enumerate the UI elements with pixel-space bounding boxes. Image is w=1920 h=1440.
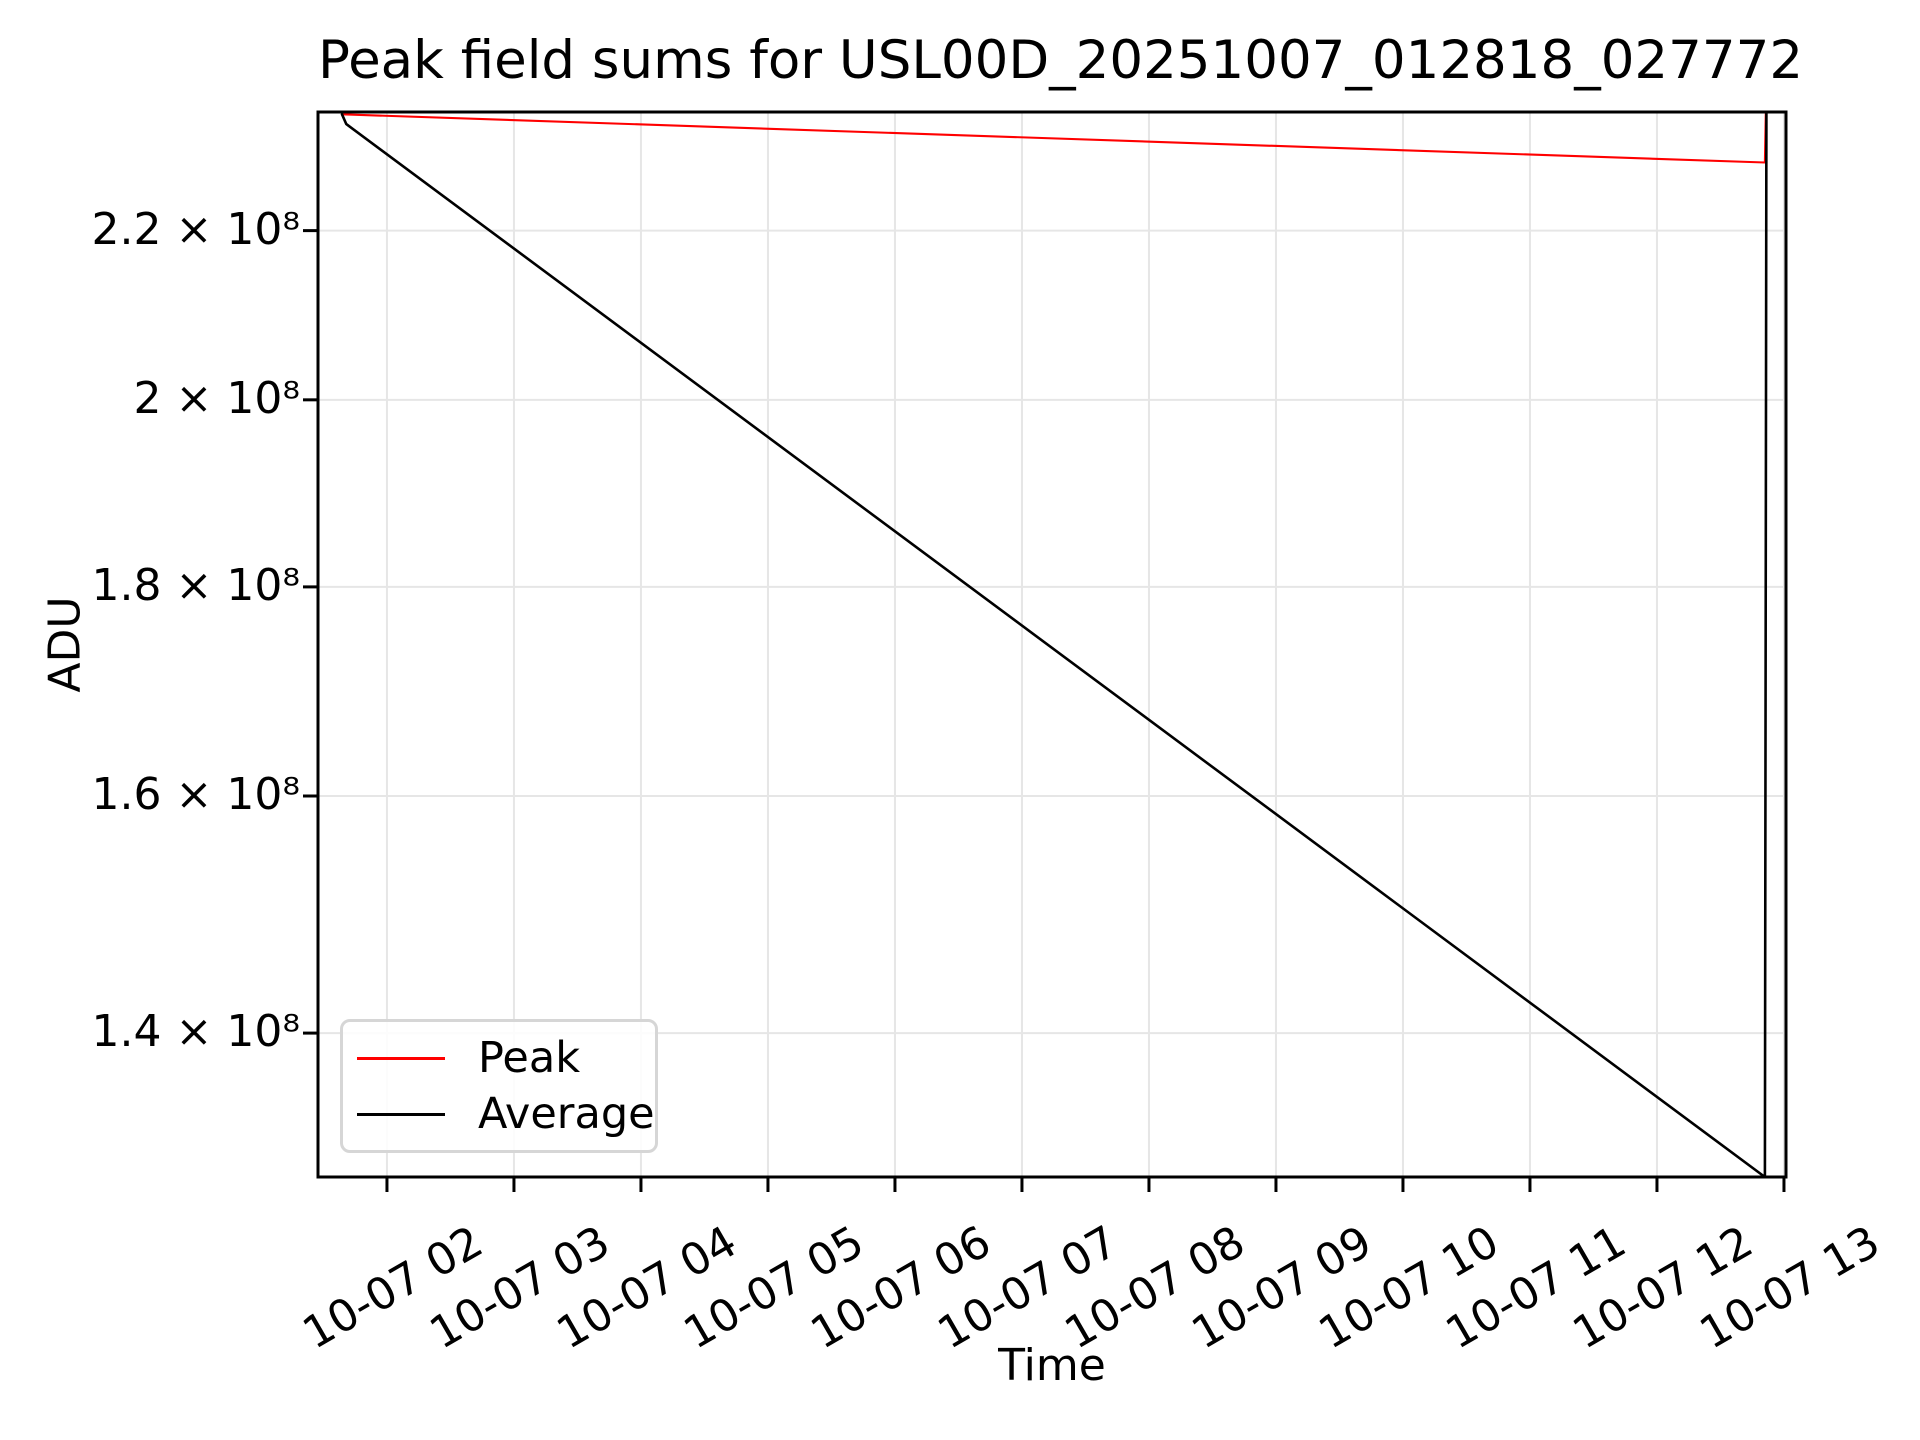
legend-entry-peak: Peak bbox=[357, 1035, 647, 1081]
y-axis-label-wrap: ADU bbox=[30, 112, 100, 1177]
y-tick-label: 1.8 × 10⁸ bbox=[91, 559, 300, 611]
legend-entry-average: Average bbox=[357, 1091, 655, 1137]
legend-label-average: Average bbox=[478, 1089, 655, 1139]
legend-label-peak: Peak bbox=[478, 1033, 581, 1083]
series-line-average bbox=[340, 111, 1768, 1179]
x-axis-label: Time bbox=[998, 1340, 1106, 1391]
y-tick-label: 1.6 × 10⁸ bbox=[91, 769, 300, 820]
legend: Peak Average bbox=[340, 1019, 658, 1153]
y-axis-label: ADU bbox=[39, 596, 91, 693]
chart-title: Peak field sums for USL00D_20251007_0128… bbox=[318, 30, 1804, 91]
legend-line-sample-average bbox=[357, 1112, 445, 1116]
y-tick-label: 2 × 10⁸ bbox=[133, 372, 300, 424]
series-line-peak bbox=[340, 111, 1767, 164]
y-tick-label: 2.2 × 10⁸ bbox=[91, 203, 300, 255]
y-tick-label: 1.4 × 10⁸ bbox=[91, 1006, 300, 1058]
legend-line-sample-peak bbox=[357, 1056, 445, 1060]
plot-border bbox=[316, 110, 1788, 1179]
